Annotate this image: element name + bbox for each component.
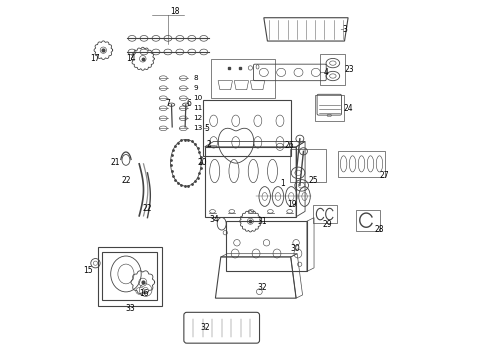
Text: 7: 7	[166, 99, 171, 108]
Text: 34: 34	[210, 215, 220, 224]
Text: 16: 16	[139, 289, 148, 298]
Text: 29: 29	[323, 220, 332, 229]
Text: 28: 28	[374, 225, 384, 234]
Bar	[203, 100, 291, 156]
Text: 20: 20	[197, 158, 207, 167]
Text: 19: 19	[288, 200, 297, 209]
Text: 15: 15	[83, 266, 93, 275]
Text: 32: 32	[201, 323, 210, 332]
Bar	[98, 247, 162, 306]
Text: 1: 1	[280, 179, 285, 188]
Text: 10: 10	[193, 95, 202, 101]
Text: 25: 25	[308, 176, 318, 185]
Bar	[102, 252, 157, 300]
Text: 2: 2	[206, 140, 211, 149]
Text: 14: 14	[126, 54, 136, 63]
Bar	[226, 221, 307, 271]
Text: 21: 21	[110, 158, 120, 167]
Text: 3: 3	[342, 25, 347, 34]
Text: 6: 6	[186, 99, 191, 108]
Text: 12: 12	[193, 115, 202, 121]
Bar	[320, 54, 345, 85]
Text: 13: 13	[193, 125, 202, 131]
Bar	[356, 210, 380, 230]
Bar	[290, 149, 326, 182]
Text: 8: 8	[193, 75, 197, 81]
Bar	[211, 59, 275, 98]
Text: 24: 24	[343, 104, 353, 113]
Bar	[338, 151, 385, 177]
Text: 30: 30	[291, 244, 300, 253]
Text: 26: 26	[284, 141, 294, 150]
Text: 22: 22	[143, 204, 152, 213]
Text: 33: 33	[125, 303, 135, 312]
Bar	[313, 205, 337, 224]
Text: 11: 11	[193, 105, 202, 111]
Text: 31: 31	[257, 217, 267, 226]
Text: 22: 22	[121, 176, 131, 185]
Text: 23: 23	[344, 65, 354, 74]
Text: 32: 32	[257, 283, 267, 292]
Bar	[315, 95, 343, 121]
Text: 27: 27	[379, 171, 389, 180]
Bar	[205, 147, 296, 217]
Text: 4: 4	[323, 68, 328, 77]
Text: 9: 9	[193, 85, 197, 91]
Text: 17: 17	[90, 54, 100, 63]
Text: 18: 18	[171, 7, 180, 16]
Text: 5: 5	[204, 123, 209, 132]
